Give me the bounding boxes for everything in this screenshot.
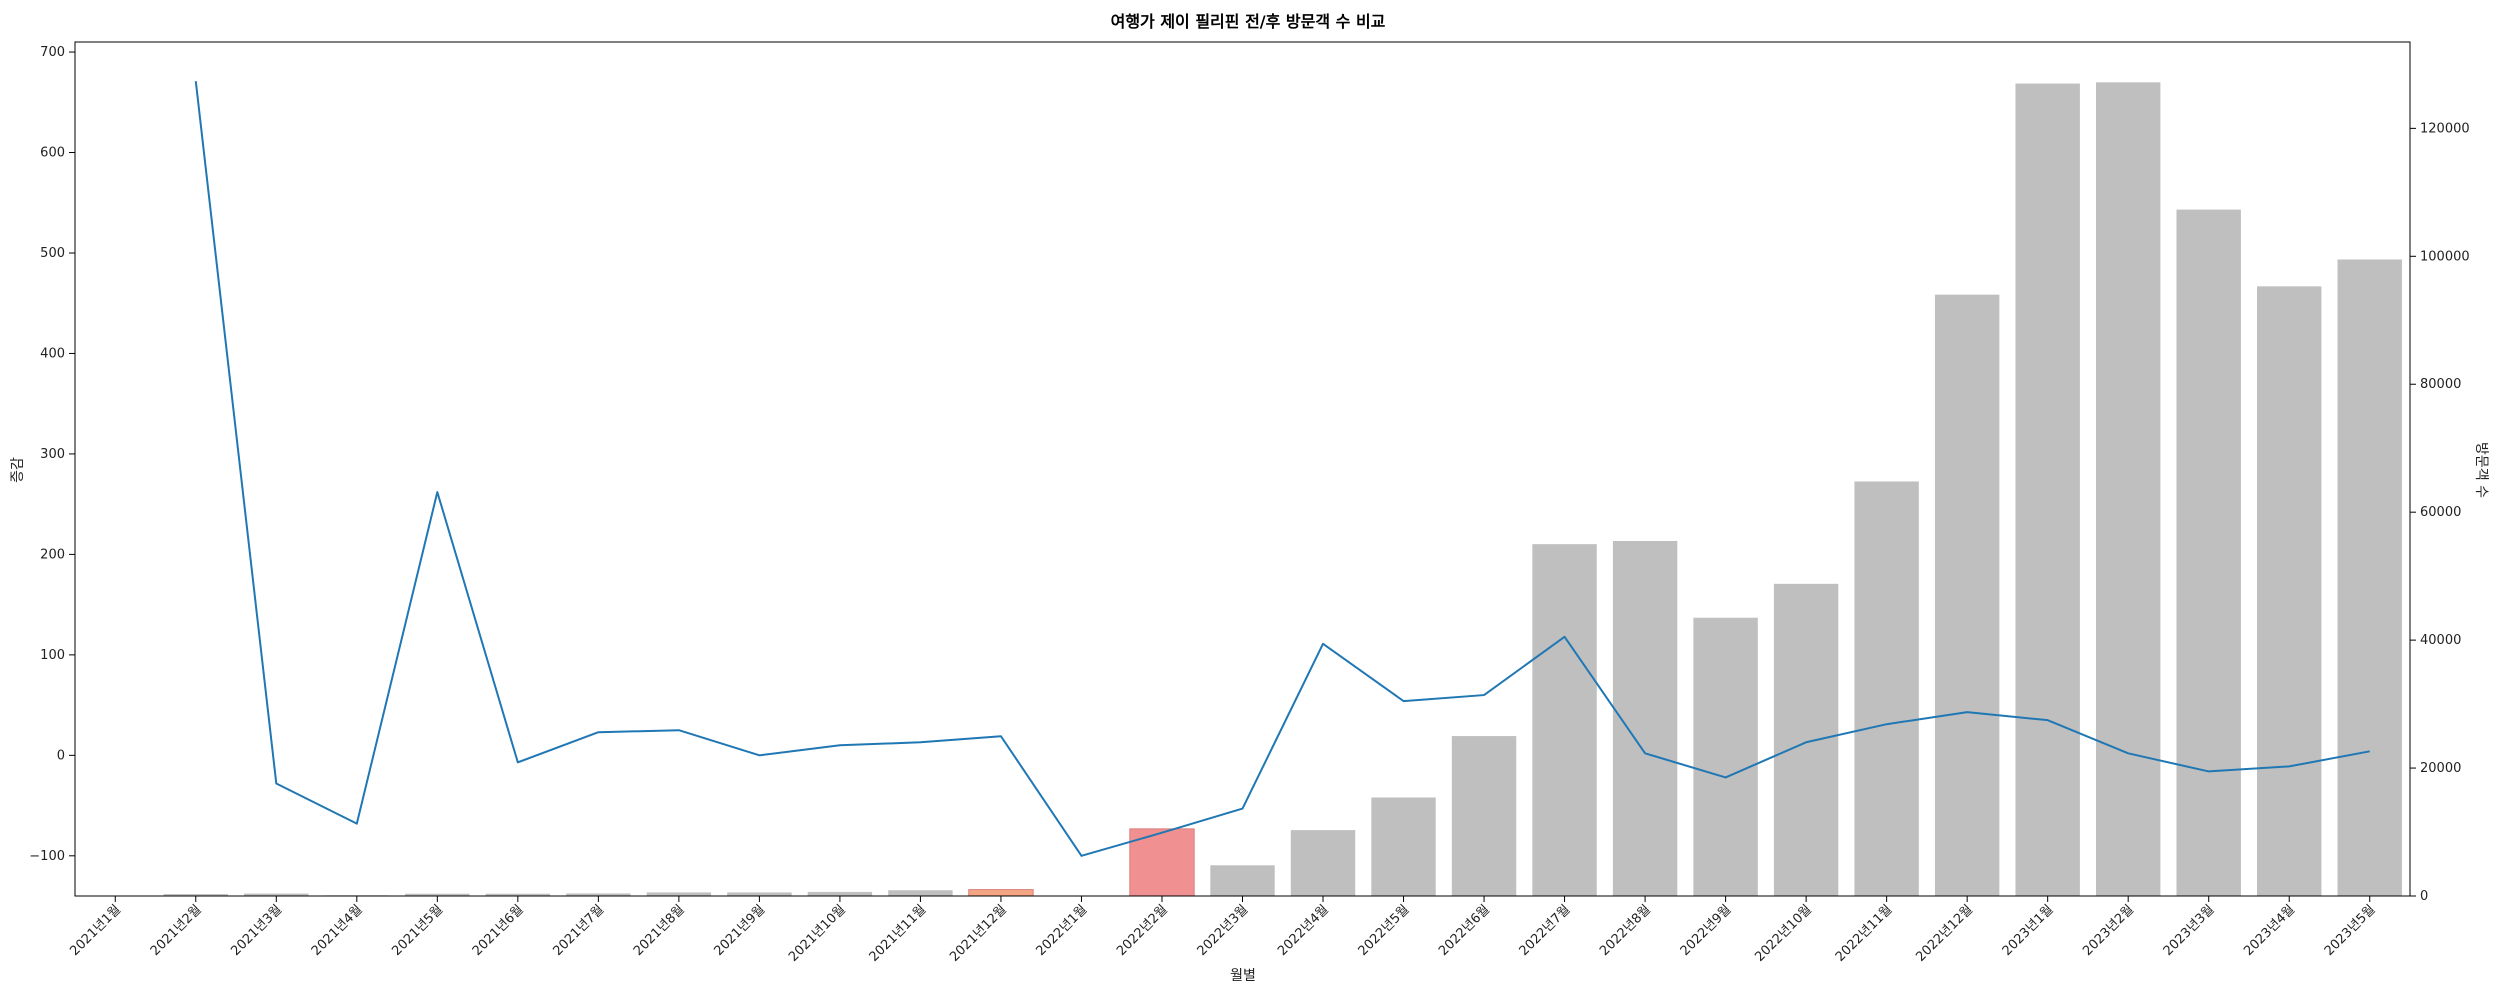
bar <box>807 891 873 896</box>
right-tick-label: 80000 <box>2420 377 2461 392</box>
right-tick-label: 0 <box>2420 889 2428 904</box>
bar <box>1693 617 1758 896</box>
right-tick-label: 100000 <box>2420 249 2470 264</box>
right-tick-label: 60000 <box>2420 505 2461 520</box>
bar <box>163 894 228 896</box>
bar <box>2257 286 2322 896</box>
x-tick-label: 2021년5월 <box>389 902 446 959</box>
left-axis: −100 0 100 200 300 400 500 600 700 <box>29 45 75 864</box>
x-tick-label: 2023년2월 <box>2080 902 2137 959</box>
bar <box>244 893 309 896</box>
x-tick-label: 2023년1월 <box>2000 902 2057 959</box>
right-tick-label: 40000 <box>2420 633 2461 648</box>
bar <box>1129 828 1195 897</box>
bar <box>485 893 551 896</box>
x-tick-label: 2022년1월 <box>1034 902 1091 959</box>
x-tick-label: 2021년11월 <box>867 902 930 965</box>
x-tick-label: 2021년7월 <box>550 902 607 959</box>
x-axis-label: 월별 <box>1230 968 1256 984</box>
x-tick-label: 2021년9월 <box>711 902 768 959</box>
series-line <box>194 81 2370 857</box>
x-tick-label: 2022년5월 <box>1356 902 1413 959</box>
x-tick-label: 2021년12월 <box>947 902 1010 965</box>
bar <box>2015 83 2080 896</box>
bar <box>2337 259 2402 896</box>
right-y-axis-label: 방문객 수 <box>2473 442 2489 498</box>
right-tick-label: 20000 <box>2420 761 2461 776</box>
left-tick-label: 500 <box>40 246 65 261</box>
left-tick-label: 200 <box>40 547 65 562</box>
x-tick-label: 2022년11월 <box>1833 902 1896 965</box>
bar <box>2095 82 2161 897</box>
x-tick-label: 2021년3월 <box>228 902 285 959</box>
bar <box>1371 797 1436 896</box>
x-tick-label: 2023년4월 <box>2241 902 2298 959</box>
left-tick-label: 700 <box>40 45 65 60</box>
x-tick-label: 2022년8월 <box>1597 902 1654 959</box>
x-tick-label: 2021년2월 <box>148 902 205 959</box>
bars-layer <box>83 82 2402 897</box>
bar <box>1532 544 1597 896</box>
bar <box>646 892 712 896</box>
line-layer <box>194 81 2370 857</box>
x-tick-label: 2022년9월 <box>1678 902 1735 959</box>
bar <box>1290 830 1356 896</box>
chart-title: 여행가 제이 필리핀 전/후 방문객 수 비교 <box>1111 12 1386 31</box>
x-tick-label: 2021년10월 <box>786 902 849 965</box>
x-tick-label: 2021년1월 <box>67 902 124 959</box>
x-tick-label: 2023년5월 <box>2322 902 2379 959</box>
bar <box>405 893 470 896</box>
left-tick-label: 0 <box>57 748 65 763</box>
left-tick-label: 400 <box>40 346 65 361</box>
left-tick-label: −100 <box>29 849 65 864</box>
x-tick-label: 2021년6월 <box>470 902 527 959</box>
x-axis: 2021년1월 2021년2월 2021년3월 2021년4월 2021년5월 2021년… <box>67 896 2379 965</box>
x-tick-label: 2021년4월 <box>309 902 366 959</box>
left-y-axis-label: 증감 <box>10 457 26 483</box>
x-tick-label: 2022년2월 <box>1114 902 1171 959</box>
bar <box>566 893 631 896</box>
bar <box>888 890 953 896</box>
left-tick-label: 100 <box>40 648 65 663</box>
left-tick-label: 300 <box>40 447 65 462</box>
bar <box>2176 209 2241 897</box>
bar <box>1210 865 1275 896</box>
bar <box>1773 583 1839 896</box>
bar <box>1451 736 1517 896</box>
x-tick-label: 2022년12월 <box>1913 902 1976 965</box>
x-tick-label: 2023년3월 <box>2161 902 2218 959</box>
x-tick-label: 2022년6월 <box>1436 902 1493 959</box>
right-axis: 0 20000 40000 60000 80000 100000 120000 <box>2410 121 2470 904</box>
bar <box>1612 540 1678 896</box>
bar <box>727 892 792 896</box>
x-tick-label: 2022년3월 <box>1195 902 1252 959</box>
x-tick-label: 2021년8월 <box>631 902 688 959</box>
bar <box>1934 294 2000 896</box>
x-tick-label: 2022년7월 <box>1517 902 1574 959</box>
bar <box>1854 481 1919 896</box>
bar <box>968 889 1034 897</box>
x-tick-label: 2022년4월 <box>1275 902 1332 959</box>
x-tick-label: 2022년10월 <box>1752 902 1815 965</box>
right-tick-label: 120000 <box>2420 121 2470 136</box>
left-tick-label: 600 <box>40 146 65 161</box>
